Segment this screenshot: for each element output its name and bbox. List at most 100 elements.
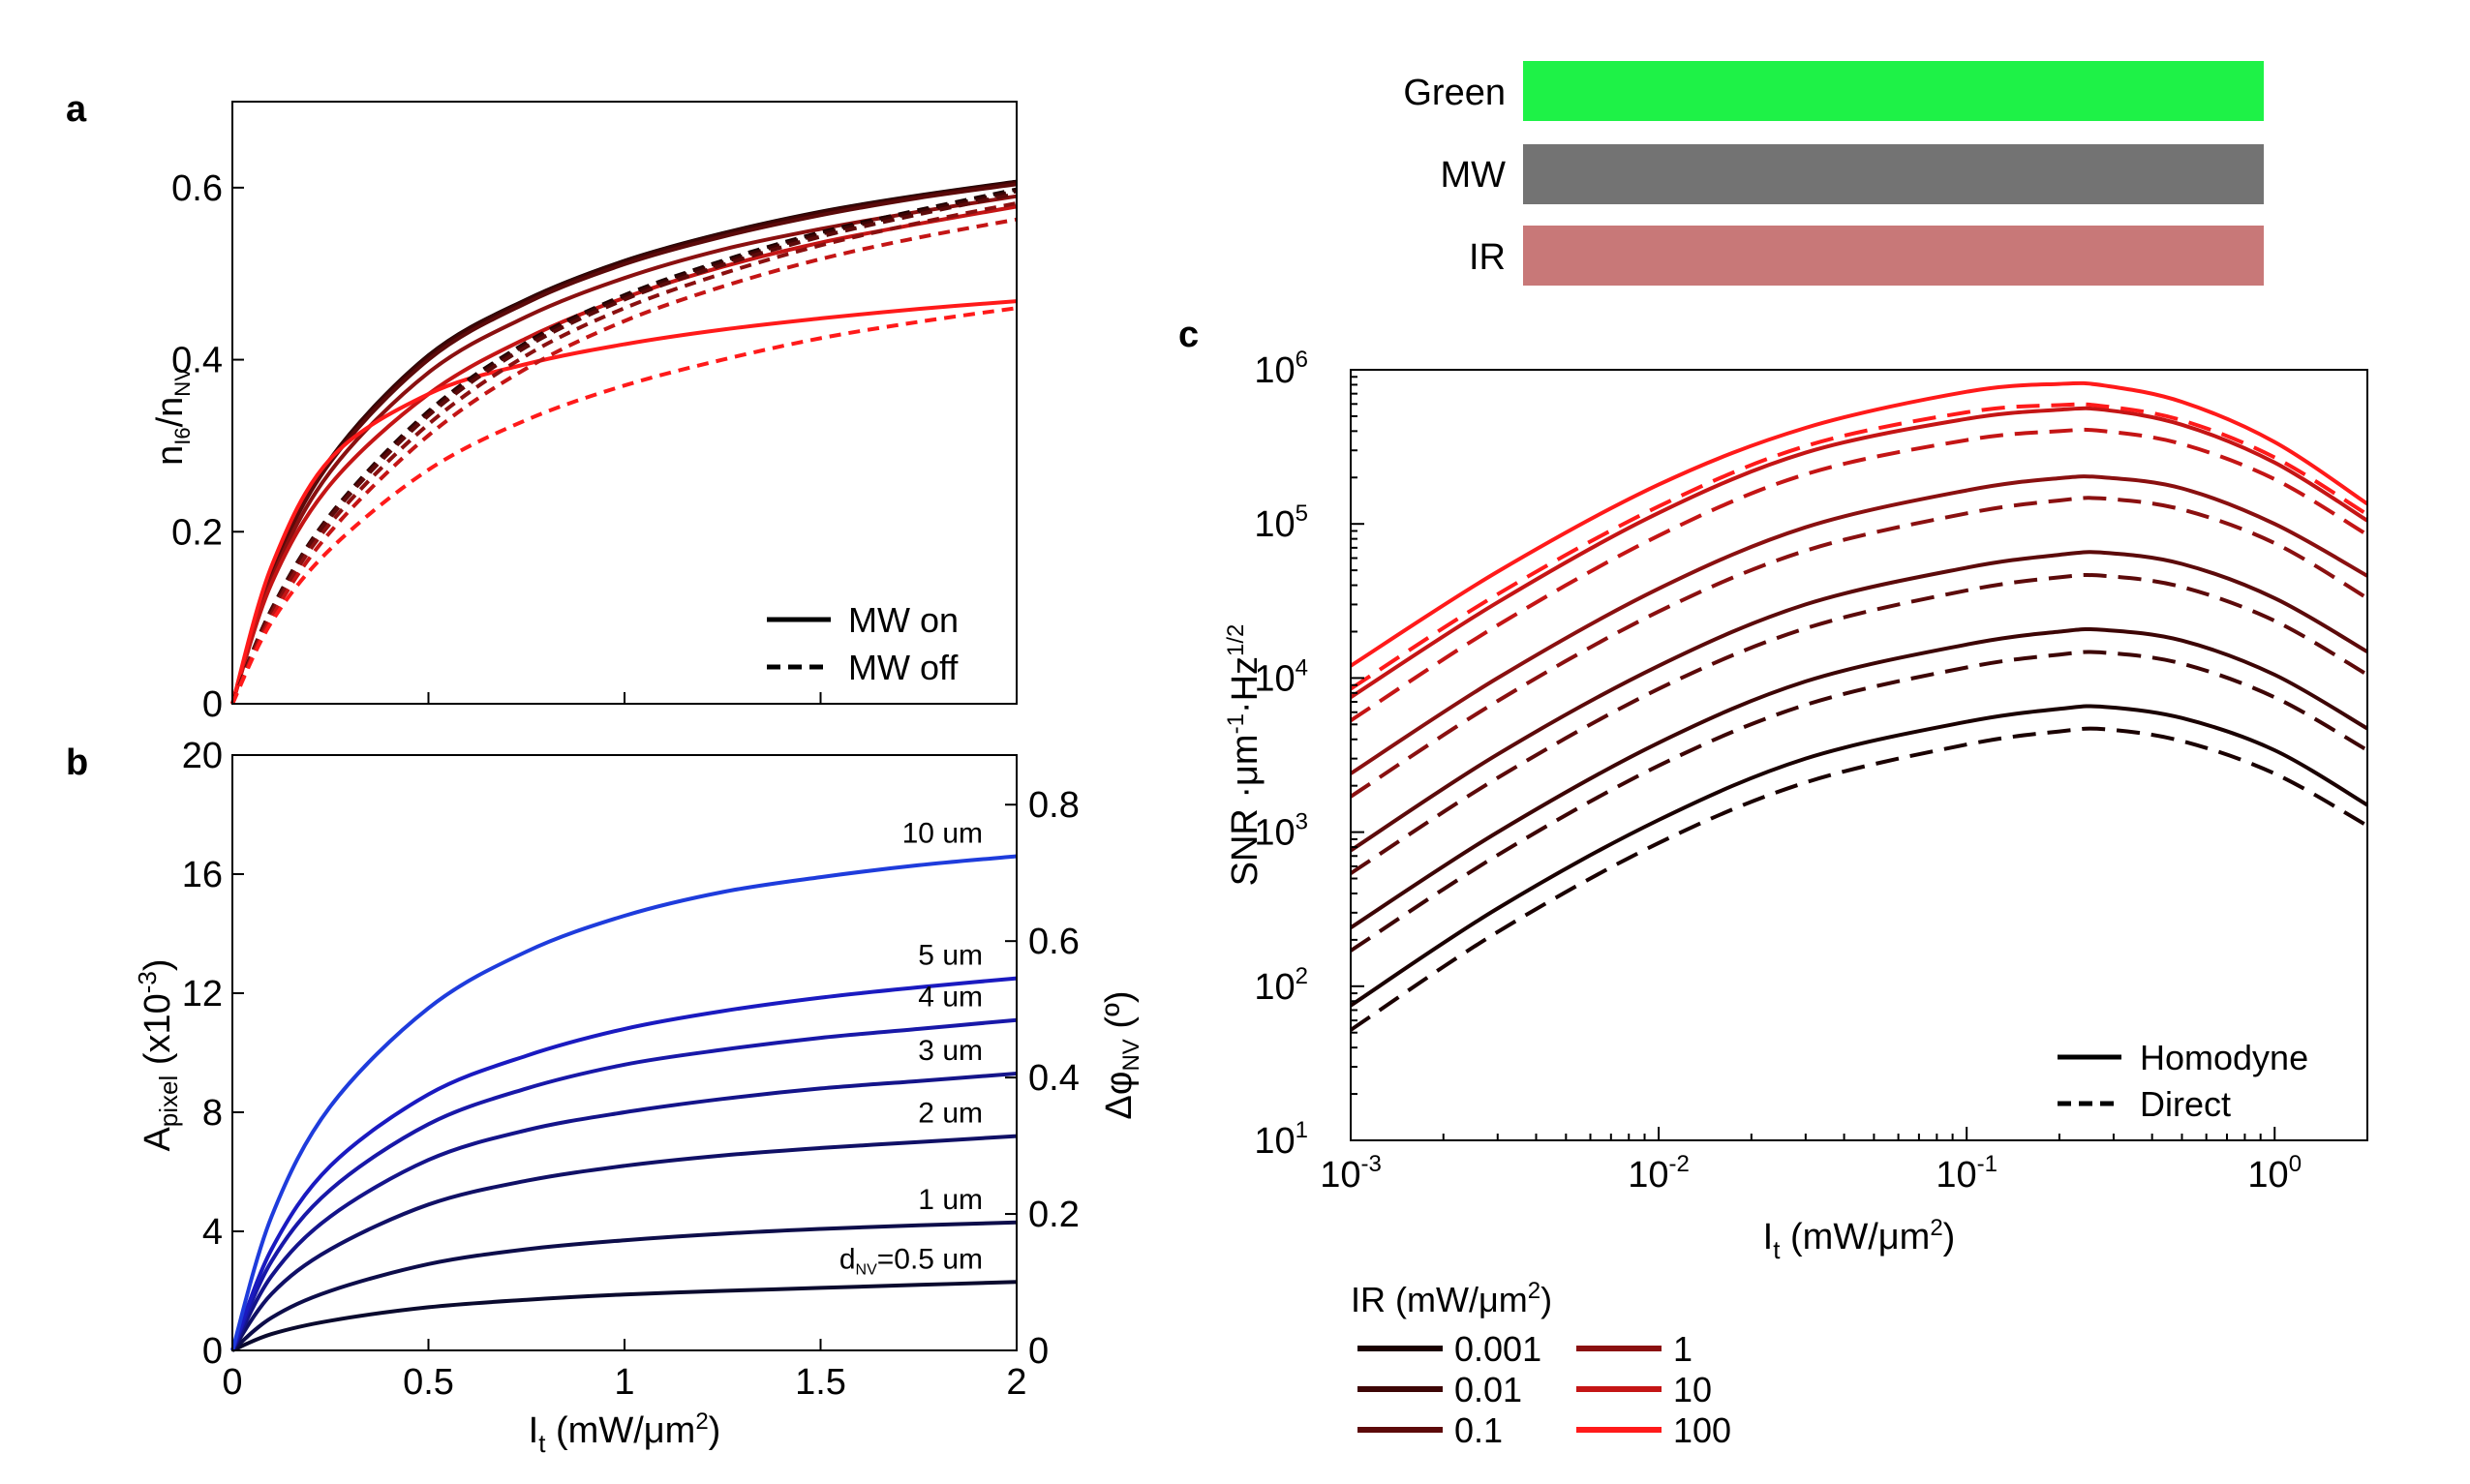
panel-b-ytick-label-1: 4 [202,1212,223,1253]
panel-b-curve-label-0: dNV=0.5 um [839,1243,983,1278]
panel-b-curve-5 [230,976,1018,1351]
panel-b-y2tick-label-0: 0 [1028,1331,1049,1372]
panel-a-curve-9 [230,200,1018,705]
panel-a-ytick-label-3: 0.6 [171,168,223,209]
legend-homodyne-label: Homodyne [2140,1038,2308,1077]
panel-a-curve-10 [230,217,1018,705]
panel-b-y2tick-label-4: 0.8 [1028,785,1080,826]
panel-b-ytick-label-0: 0 [202,1331,223,1372]
panel-a-curve-11 [230,306,1018,705]
panel-b-letter: b [66,742,88,783]
panel-a-curve-2 [230,182,1018,705]
panel-a-curve-4 [230,204,1018,705]
panel-b-curve-0 [231,1280,1018,1352]
panel-c-curve-3 [1349,650,2368,953]
panel-a-legend: MW on MW off [767,600,959,687]
panel-c-frame [1350,369,2368,1141]
panel-a-curve-8 [230,192,1018,705]
panel-c-curve-5 [1349,572,2369,875]
panel-b-curve-label-1: 1 um [918,1184,983,1216]
panel-b-curve-label-2: 2 um [918,1098,983,1130]
panel-c-curves [1349,380,2369,1032]
panel-a-ytick-label-1: 0.2 [171,512,223,553]
panel-b-frame [231,754,1018,1351]
green-bar [1523,61,2264,121]
panel-b-curve-4 [230,1017,1018,1351]
ir-legend-label-1: 0.01 [1454,1370,1522,1409]
panel-b-ylabel: Apixel (x10-3) [133,958,183,1151]
ir-legend-label-5: 100 [1673,1410,1731,1450]
legend-mw-on-label: MW on [848,600,959,640]
panel-b-xtick-label-4: 2 [1006,1362,1026,1403]
ir-legend-title: IR (mW/μm2) [1351,1278,1552,1319]
panel-b-y2tick-label-2: 0.4 [1028,1058,1080,1099]
panel-a-frame [231,101,1018,705]
panel-b-ytick-label-4: 16 [182,855,223,895]
mw-bar [1523,144,2264,204]
panel-c-curve-4 [1349,550,2368,853]
panel-c-curve-6 [1349,474,2368,775]
panel-b-curve-label-3: 3 um [918,1035,983,1067]
panel-b-ytick-label-2: 8 [202,1093,223,1134]
panel-a-ytick-label-2: 0.4 [171,341,223,381]
panel-b-curve-label-6: 10 um [902,818,983,850]
panel-b-xtick-label-1: 0.5 [403,1362,454,1403]
panel-c-curve-8 [1349,406,2369,699]
legend-direct-label: Direct [2140,1084,2231,1124]
panel-b-curve-3 [230,1072,1018,1351]
panel-c-letter: c [1178,315,1199,355]
panel-b-ytick-label-3: 12 [182,974,223,1015]
panel-c-curve-7 [1349,496,2369,799]
panel-b-curve-labels: dNV=0.5 um 1 um 2 um 3 um 4 um 5 um 10 um [839,818,983,1279]
panel-b-xlabel: It (mW/μm2) [529,1408,721,1458]
panel-c-curve-11 [1349,402,2369,691]
panel-c-style-legend: Homodyne Direct [2058,1038,2308,1124]
panel-c-ytick-label-5: 106 [1254,347,1308,391]
panel-c-tick-labels: 10-3 10-2 10-1 100 101 102 103 104 105 106 [1254,347,2302,1196]
ir-legend-label-0: 0.001 [1454,1329,1541,1369]
panel-a-curves [230,179,1018,705]
panel-c-curve-1 [1349,726,2368,1032]
panel-c-ytick-label-3: 104 [1254,654,1308,699]
panel-c-ytick-label-2: 103 [1254,809,1308,854]
panel-b-curve-label-4: 4 um [918,982,983,1014]
panel-a: a 0 0.2 0.4 0.6 nI6/nNV MW on MW off [66,89,1018,725]
panel-b-curve-label-5: 5 um [918,940,983,972]
panel-a-letter: a [66,89,87,130]
panel-b-y2tick-label-1: 0.2 [1028,1195,1080,1235]
panel-b-y2tick-label-3: 0.6 [1028,922,1080,962]
panel-c-curve-10 [1349,380,2369,668]
panel-c-xlabel: It (mW/μm2) [1763,1215,1956,1264]
panel-b-curve-2 [230,1134,1018,1352]
panel-c-ylabel: SNR ·μm-1·Hz1/2 [1223,624,1265,887]
panel-b-y2label: ΔφNV (º) [1099,990,1144,1119]
panel-b-curve-1 [230,1220,1018,1352]
ir-bar [1523,226,2264,286]
panel-b-curves [230,854,1018,1352]
mw-bar-label: MW [1440,155,1506,196]
legend-mw-off-label: MW off [848,648,959,687]
timing-diagram: Green MW IR [1403,61,2264,286]
panel-c-xtick-label-2: 10-1 [1936,1151,1997,1196]
panel-b-ytick-label-5: 20 [182,736,223,776]
ir-legend-label-2: 0.1 [1454,1410,1503,1450]
panel-c-ytick-label-1: 102 [1254,963,1308,1008]
panel-c-curve-0 [1349,704,2369,1008]
panel-a-ytick-label-0: 0 [202,684,223,725]
panel-c-xtick-label-0: 10-3 [1320,1151,1382,1196]
panel-a-curve-5 [230,299,1018,705]
panel-c-ticks [1350,369,2368,1141]
panel-b-xtick-label-3: 1.5 [795,1362,846,1403]
panel-c-curve-9 [1349,427,2369,722]
panel-b-curve-6 [230,854,1018,1351]
panel-a-ylabel: nI6/nNV [150,367,195,466]
ir-legend-label-4: 10 [1673,1370,1712,1409]
panel-b-xtick-label-2: 1 [614,1362,634,1403]
panel-c-curve-2 [1349,626,2369,929]
panel-b-xtick-label-0: 0 [222,1362,242,1403]
panel-c-ytick-label-4: 105 [1254,500,1308,545]
